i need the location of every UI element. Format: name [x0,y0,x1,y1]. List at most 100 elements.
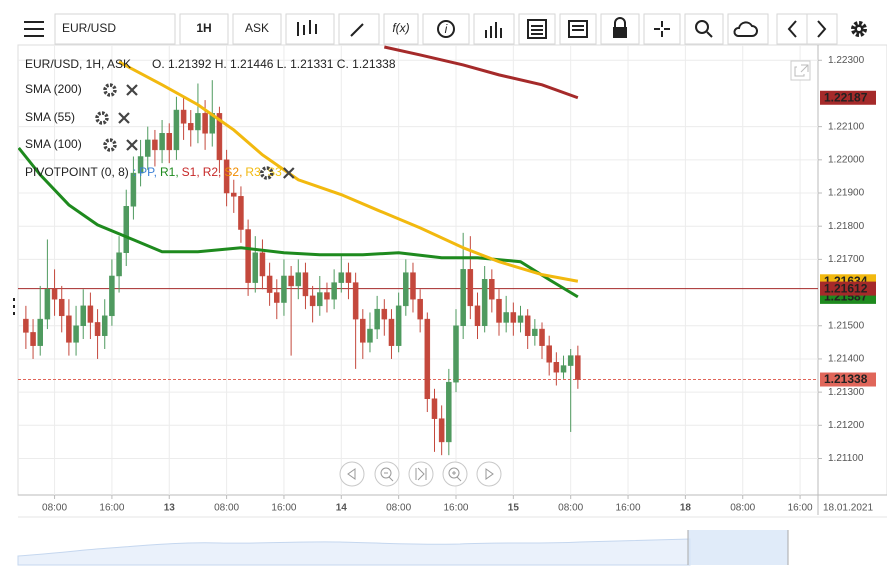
candle-body [503,312,509,323]
function-button[interactable]: f(x) [383,13,419,45]
pivot-legend: PIVOTPOINT (0, 8): PP, R1, S1, R2, S2, R3, S3 [25,165,282,179]
candle-body [180,109,187,124]
settings-icon[interactable] [103,83,117,97]
side-button[interactable] [232,13,282,45]
y-tick-label: 1.21400 [828,354,865,365]
level-price-label: 1.21612 [824,281,868,295]
x-tick-label: 08:00 [386,503,411,514]
candle-body [137,156,144,174]
candle-body [546,345,552,363]
candle-body [424,318,431,400]
settings-icon[interactable] [95,111,109,125]
candle-body [324,292,330,300]
candle-body [109,275,115,317]
symbol: EUR/USD [62,21,116,35]
y-tick-label: 1.21100 [828,453,864,464]
remove-icon[interactable] [126,139,138,151]
x-tick-label: 16:00 [271,503,296,514]
candle-body [58,298,65,317]
symbol-box[interactable] [54,13,176,45]
candle-body [101,315,108,336]
candle-body [345,272,352,283]
news-button[interactable] [559,13,597,45]
scroll-right[interactable] [476,461,502,487]
draw-button[interactable] [338,13,380,45]
y-tick-label: 1.22100 [828,121,865,132]
x-tick-label: 16:00 [616,503,641,514]
scroll-left[interactable] [339,461,365,487]
settings-button[interactable] [851,21,867,37]
instrument-title: EUR/USD, 1H, ASK [25,57,131,71]
candle-body [173,109,180,151]
interval: 1H [196,21,211,35]
candle-body [51,288,58,300]
candle-body [144,139,151,157]
legend-entry: SMA (200) [25,82,82,96]
zoom-button[interactable] [684,13,724,45]
svg-text:i: i [445,22,448,36]
candle-body [446,381,452,443]
y-tick-label: 1.22300 [828,55,865,66]
remove-icon[interactable] [126,84,138,96]
back-button[interactable] [776,13,808,45]
remove-icon[interactable] [283,167,295,179]
separator: , [175,165,178,179]
candle-body [37,318,43,346]
navigator-window[interactable] [688,530,788,565]
y-tick-label: 1.21500 [828,320,865,331]
candle-body [94,322,101,336]
volume-button[interactable] [473,13,515,45]
candle-body [367,328,373,343]
candle-body [302,272,309,297]
x-tick-label: 18 [680,503,692,514]
candle-body [44,288,51,320]
candle-body [331,282,337,300]
x-tick-label: 08:00 [42,503,67,514]
legend-entry: SMA (100) [25,137,82,151]
candle-body [496,298,502,323]
y-tick-label: 1.21700 [828,254,865,265]
candle-body [417,298,423,320]
candle-body [395,305,402,346]
candle-body [453,325,459,383]
zoom-in[interactable] [442,461,468,487]
info-button[interactable]: i [422,13,470,45]
candle-body [116,252,122,277]
axis-labels: 1.22300 1.22100 1.22000 1.21900 1.21800 1.217… [42,55,876,514]
settings-icon[interactable] [260,166,274,180]
candle-body [360,318,366,343]
cloud-button[interactable] [727,13,769,45]
zoom-out[interactable] [374,461,400,487]
candle-body [489,279,495,300]
forward-button[interactable] [806,13,838,45]
lock-button[interactable] [600,13,640,45]
candle-body [560,365,567,373]
gear-core [100,116,104,120]
settings-icon[interactable] [103,138,117,152]
svg-text:f(x): f(x) [392,21,409,35]
candle-body [539,328,545,346]
candle-body [66,315,72,343]
candle-body [223,159,230,194]
plot-area [18,45,818,456]
candle-body [281,275,287,303]
candle-body [202,113,208,134]
reset[interactable] [408,461,434,487]
candle-body [338,272,345,283]
separator: , [218,165,221,179]
x-tick-label: 16:00 [788,503,813,514]
interval-button[interactable] [179,13,229,45]
menu-button[interactable] [18,14,50,44]
remove-icon[interactable] [118,112,130,124]
gear [95,111,109,125]
expand-button[interactable] [790,60,811,81]
toolbar: EUR/USD 1H ASK f(x) i [18,13,867,45]
x-tick-label: 16:00 [443,503,468,514]
crosshair-button[interactable] [643,13,681,45]
candle-body [87,305,94,323]
candle-body [188,123,194,131]
grid [18,45,818,495]
chart-type-button[interactable] [285,13,335,45]
calendar-button[interactable] [518,13,556,45]
